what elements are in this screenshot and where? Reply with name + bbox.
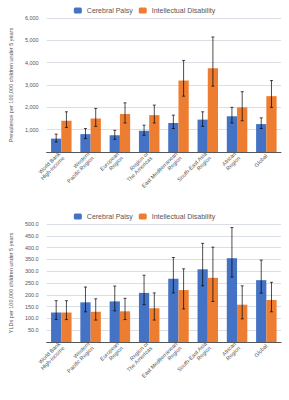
svg-text:Region: Region bbox=[108, 345, 125, 362]
svg-text:Region: Region bbox=[225, 155, 242, 172]
svg-text:450.0: 450.0 bbox=[25, 233, 39, 239]
svg-text:Global: Global bbox=[253, 153, 268, 168]
svg-text:Prevalence per 100,000 childre: Prevalence per 100,000 children under 5 … bbox=[8, 28, 14, 143]
svg-text:400.0: 400.0 bbox=[25, 245, 39, 251]
svg-text:5,000: 5,000 bbox=[25, 37, 39, 43]
svg-text:300.0: 300.0 bbox=[25, 268, 39, 274]
svg-text:Region: Region bbox=[166, 155, 183, 172]
svg-text:Global: Global bbox=[253, 343, 268, 358]
svg-text:1,000: 1,000 bbox=[25, 127, 39, 133]
svg-text:Western: Western bbox=[72, 150, 91, 170]
svg-text:Intellectual Disability: Intellectual Disability bbox=[152, 213, 216, 221]
svg-text:Region: Region bbox=[195, 345, 212, 362]
svg-text:200.0: 200.0 bbox=[25, 292, 39, 298]
svg-text:100.0: 100.0 bbox=[25, 315, 39, 321]
svg-text:350.0: 350.0 bbox=[25, 256, 39, 262]
svg-text:Pacific Region: Pacific Region bbox=[66, 345, 95, 374]
svg-text:Intellectual Disability: Intellectual Disability bbox=[152, 7, 216, 15]
svg-text:South-East Asia: South-East Asia bbox=[175, 150, 208, 183]
svg-text:6,000: 6,000 bbox=[25, 15, 39, 21]
svg-text:Cerebral Palsy: Cerebral Palsy bbox=[87, 7, 133, 15]
svg-text:Region: Region bbox=[166, 345, 183, 362]
svg-text:50.0: 50.0 bbox=[28, 327, 39, 333]
svg-text:Cerebral Palsy: Cerebral Palsy bbox=[87, 213, 133, 221]
svg-text:500.0: 500.0 bbox=[25, 221, 39, 227]
svg-text:Region: Region bbox=[195, 155, 212, 172]
svg-text:The Americas: The Americas bbox=[125, 155, 154, 183]
svg-text:African: African bbox=[220, 150, 238, 168]
svg-text:European: European bbox=[98, 340, 120, 362]
svg-text:World Bank: World Bank bbox=[37, 340, 62, 365]
svg-text:The Americas: The Americas bbox=[125, 345, 154, 373]
svg-text:South-East Asia: South-East Asia bbox=[175, 340, 208, 373]
svg-text:Region of: Region of bbox=[128, 340, 150, 362]
svg-text:YLDs per 100,000 children unde: YLDs per 100,000 children under 5 years bbox=[8, 233, 14, 334]
svg-text:High-income: High-income bbox=[40, 155, 66, 181]
svg-text:African: African bbox=[220, 340, 238, 358]
svg-text:3,000: 3,000 bbox=[25, 82, 39, 88]
svg-text:Region: Region bbox=[225, 345, 242, 362]
svg-text:2,000: 2,000 bbox=[25, 104, 39, 110]
svg-text:Western: Western bbox=[72, 340, 91, 360]
svg-text:4,000: 4,000 bbox=[25, 60, 39, 66]
svg-text:World Bank: World Bank bbox=[37, 150, 62, 175]
svg-text:Pacific Region: Pacific Region bbox=[66, 155, 95, 184]
svg-text:150.0: 150.0 bbox=[25, 304, 39, 310]
svg-text:High-income: High-income bbox=[40, 345, 66, 371]
svg-text:Region: Region bbox=[108, 155, 125, 172]
svg-text:East Mediterranean: East Mediterranean bbox=[140, 341, 178, 379]
svg-text:Region of: Region of bbox=[128, 150, 150, 172]
svg-text:European: European bbox=[98, 150, 120, 172]
svg-text:250.0: 250.0 bbox=[25, 280, 39, 286]
svg-text:East Mediterranean: East Mediterranean bbox=[140, 151, 178, 189]
